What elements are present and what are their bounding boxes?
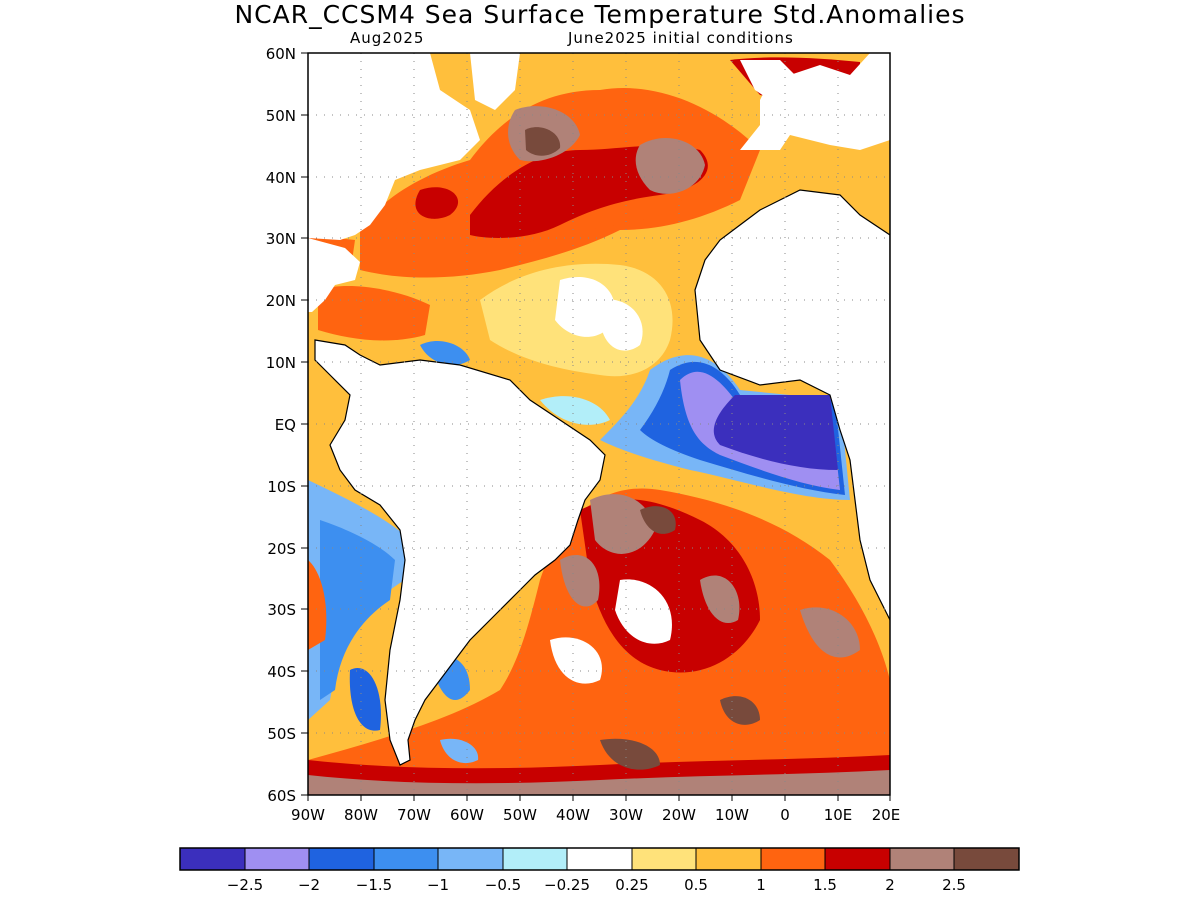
colorbar-label: 1.5 — [813, 876, 837, 894]
lon-label: 60W — [450, 806, 484, 824]
colorbar-swatch — [696, 848, 761, 870]
lat-label: 10N — [266, 354, 296, 372]
colorbar-dividers — [244, 848, 955, 870]
initial-conditions-label: June2025 initial conditions — [568, 29, 794, 47]
colorbar-label: 0.25 — [615, 876, 648, 894]
colorbar: −2.5 −2 −1.5 −1 −0.5 −0.25 0.25 0.5 1 1.… — [179, 847, 1020, 894]
colorbar-label: −0.5 — [485, 876, 521, 894]
lon-label: 20W — [662, 806, 696, 824]
anomaly-cool-amazon — [420, 340, 470, 365]
lat-label: 20N — [266, 292, 296, 310]
anomaly-cool-pac3 — [349, 668, 381, 731]
lon-labels: 90W 80W 70W 60W 50W 40W 30W 20W 10W 0 10… — [291, 806, 900, 824]
anomaly-vhot-na2 — [635, 137, 705, 194]
anomaly-warm-pac — [308, 560, 327, 650]
lon-label: 40W — [556, 806, 590, 824]
colorbar-swatch — [180, 848, 245, 870]
colorbar-label: 2.5 — [942, 876, 966, 894]
colorbar-swatch — [567, 848, 632, 870]
colorbar-labels: −2.5 −2 −1.5 −1 −0.5 −0.25 0.25 0.5 1 1.… — [227, 876, 966, 894]
coast-africa — [694, 189, 890, 621]
anomaly-cool-pac2 — [320, 520, 395, 700]
colorbar-frame — [179, 847, 1020, 871]
anomaly-vhot-so — [308, 770, 890, 795]
colorbar-label: −2.5 — [227, 876, 263, 894]
colorbar-swatch — [245, 848, 309, 870]
colorbar-label: −1.5 — [356, 876, 392, 894]
anomaly-cool-shelf2 — [440, 738, 479, 764]
colorbar-label: −0.25 — [544, 876, 590, 894]
anomaly-neutral-sa — [615, 579, 672, 644]
lat-label: 50N — [266, 107, 296, 125]
lat-labels: 60N 50N 40N 30N 20N 10N EQ 10S 20S 30S 4… — [266, 45, 296, 805]
lon-label: 90W — [291, 806, 325, 824]
lon-label: 30W — [609, 806, 643, 824]
land-mexico — [308, 238, 360, 312]
anomaly-vhot-sa1 — [590, 494, 655, 554]
lat-label: 60N — [266, 45, 296, 63]
colorbar-swatch — [890, 848, 954, 870]
lon-ticks — [307, 795, 891, 801]
colorbar-swatch — [309, 848, 374, 870]
valid-month-label: Aug2025 — [350, 29, 425, 47]
lon-label: 80W — [344, 806, 378, 824]
lat-ticks — [301, 52, 308, 796]
colorbar-swatch — [761, 848, 825, 870]
map-field — [308, 53, 890, 795]
anomaly-vhot-sa4 — [800, 607, 860, 658]
lon-label: 50W — [503, 806, 537, 824]
colorbar-label: 2 — [885, 876, 895, 894]
lat-label: 30S — [267, 601, 296, 619]
anomaly-ext-na — [525, 127, 561, 156]
lat-label: 10S — [267, 478, 296, 496]
colorbar-swatch — [438, 848, 503, 870]
lat-label: 20S — [267, 540, 296, 558]
lon-label: 70W — [397, 806, 431, 824]
colorbar-label: 1 — [756, 876, 766, 894]
lat-label: EQ — [275, 416, 296, 434]
land-north-america — [308, 53, 480, 240]
lat-label: 30N — [266, 230, 296, 248]
land-south-america — [314, 339, 606, 766]
lat-label: 50S — [267, 725, 296, 743]
anomaly-neutral-sa2 — [550, 637, 602, 684]
anomaly-neutral-sub2 — [599, 299, 643, 351]
lon-label: 0 — [780, 806, 790, 824]
anomaly-warm-carib — [318, 285, 430, 341]
anomaly-hot-na3 — [415, 187, 459, 219]
colorbar-label: 0.5 — [684, 876, 708, 894]
colorbar-label: −1 — [427, 876, 449, 894]
anomaly-vcool-eq — [713, 395, 838, 470]
anomaly-vhot-sa3 — [700, 575, 740, 624]
lon-label: 20E — [872, 806, 901, 824]
map-title: NCAR_CCSM4 Sea Surface Temperature Std.A… — [234, 0, 966, 29]
lon-label: 10W — [715, 806, 749, 824]
colorbar-swatch — [632, 848, 696, 870]
anomaly-ext-so2 — [720, 696, 760, 725]
anomaly-slight-cool — [540, 396, 610, 425]
land-greenland-edge — [470, 53, 520, 110]
land-british-isles — [740, 60, 795, 100]
colorbar-swatch — [954, 848, 1019, 870]
land-africa-europe — [695, 53, 890, 620]
colorbar-swatch — [825, 848, 890, 870]
colorbar-swatch — [374, 848, 438, 870]
colorbar-swatch — [503, 848, 567, 870]
lon-label: 10E — [824, 806, 853, 824]
lat-label: 60S — [267, 787, 296, 805]
anomaly-ext-so — [600, 738, 660, 770]
lat-label: 40N — [266, 169, 296, 187]
graticule — [308, 53, 890, 795]
anomaly-vhot-sa2 — [560, 554, 600, 607]
lat-label: 40S — [267, 663, 296, 681]
colorbar-label: −2 — [298, 876, 320, 894]
anomaly-ext-sa — [640, 506, 676, 534]
